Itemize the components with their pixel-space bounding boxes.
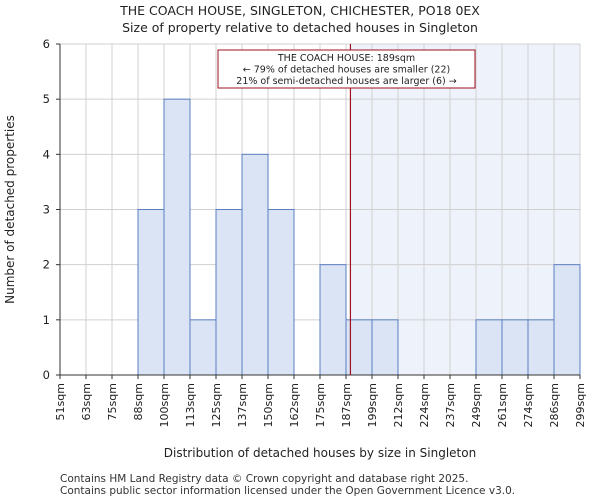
x-tick-label: 274sqm	[522, 383, 535, 427]
x-tick-label: 125sqm	[210, 383, 223, 427]
annotation-text: THE COACH HOUSE: 189sqm	[277, 53, 415, 64]
x-tick-label: 286sqm	[548, 383, 561, 427]
x-tick-label: 113sqm	[184, 383, 197, 427]
y-tick-label: 1	[43, 313, 50, 327]
annotation-text: ← 79% of detached houses are smaller (22…	[243, 65, 450, 76]
x-tick-label: 299sqm	[574, 383, 587, 427]
histogram-bar	[189, 319, 217, 376]
histogram-bar	[319, 264, 347, 376]
histogram-bar	[163, 98, 191, 376]
x-tick-label: 75sqm	[106, 383, 119, 420]
footer-licence: Contains public sector information licen…	[60, 485, 516, 497]
y-tick-label: 2	[43, 258, 50, 272]
x-tick-label: 100sqm	[158, 383, 171, 427]
histogram-bar	[501, 319, 529, 376]
x-tick-label: 150sqm	[262, 383, 275, 427]
x-tick-label: 212sqm	[392, 383, 405, 427]
x-tick-label: 137sqm	[236, 383, 249, 427]
x-axis-title: Distribution of detached houses by size …	[164, 446, 476, 460]
x-tick-label: 63sqm	[80, 383, 93, 420]
x-tick-label: 51sqm	[54, 383, 67, 420]
y-tick-label: 4	[43, 147, 50, 161]
x-tick-label: 187sqm	[340, 383, 353, 427]
x-tick-label: 175sqm	[314, 383, 327, 427]
x-tick-label: 237sqm	[444, 383, 457, 427]
y-tick-label: 3	[43, 203, 50, 217]
histogram-bar	[475, 319, 503, 376]
annotation-box	[217, 49, 476, 89]
histogram-bar	[241, 153, 269, 376]
y-axis-title: Number of detached properties	[3, 115, 17, 304]
histogram-bar	[267, 209, 295, 376]
x-tick-label: 88sqm	[132, 383, 145, 420]
y-tick-label: 6	[43, 37, 50, 51]
x-tick-label: 224sqm	[418, 383, 431, 427]
histogram-bar	[137, 209, 165, 376]
histogram-chart: 0 1 2 3 4 5 6 51sqm 63sqm 75sqm 88sqm 100sqm 113sqm 1…	[3, 37, 587, 460]
histogram-bar	[553, 264, 581, 376]
footer-copyright: Contains HM Land Registry data © Crown c…	[60, 473, 469, 485]
y-tick-label: 5	[43, 92, 50, 106]
x-tick-label: 162sqm	[288, 383, 301, 427]
x-tick-label: 261sqm	[496, 383, 509, 427]
chart-subtitle: Size of property relative to detached ho…	[122, 20, 478, 35]
y-tick-label: 0	[43, 368, 50, 382]
annotation-text: 21% of semi-detached houses are larger (…	[236, 76, 456, 87]
x-tick-label: 199sqm	[366, 383, 379, 427]
histogram-bar	[215, 209, 243, 376]
histogram-bar	[527, 319, 555, 376]
histogram-bar	[371, 319, 399, 376]
chart-title: THE COACH HOUSE, SINGLETON, CHICHESTER, …	[120, 3, 480, 18]
x-tick-label: 249sqm	[470, 383, 483, 427]
